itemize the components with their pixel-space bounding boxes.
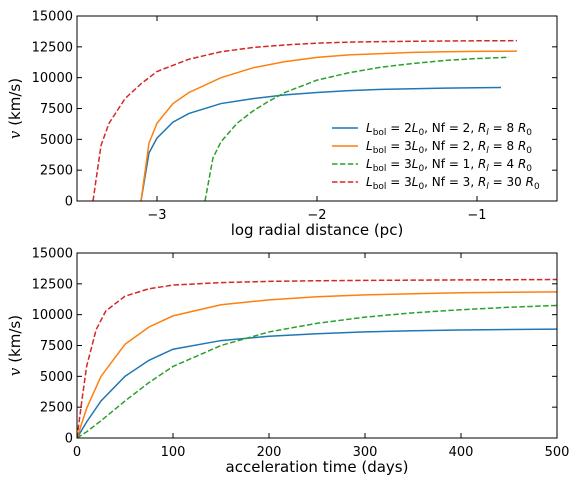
top-panel: −3 −2 −1 0 2500 5000 7500 10000 12500 15000 log ra…	[6, 10, 558, 239]
series-line-1	[77, 328, 557, 438]
y-tick-label: 10000	[32, 71, 73, 86]
bottom-panel: 0 100 200 300 400 500025005000750010000125001…	[6, 247, 569, 477]
x-tick-label: 500	[545, 445, 570, 460]
y-tick-label: 2500	[40, 401, 73, 416]
x-tick-label: −2	[307, 208, 326, 223]
series-line-4	[92, 39, 518, 201]
y-tick-label: 5000	[40, 133, 73, 148]
legend-entry-4: Lbol = 3L0, Nf = 3, Rl = 30 R0	[366, 175, 540, 192]
x-axis-label: log radial distance (pc)	[231, 221, 404, 239]
y-axis-label: v (km/s)	[6, 315, 24, 376]
x-tick-label: −1	[467, 208, 486, 223]
y-axis-label: v (km/s)	[6, 78, 24, 139]
series-line-3	[204, 56, 510, 201]
y-tick-label: 7500	[40, 102, 73, 117]
legend-entry-2: Lbol = 3L0, Nf = 2, Rl = 8 R0	[366, 139, 532, 156]
x-tick-label: 100	[161, 445, 186, 460]
series-line-4	[77, 278, 557, 438]
x-tick-label: −3	[147, 208, 166, 223]
x-tick-label: 400	[449, 445, 474, 460]
series-line-2	[77, 291, 557, 438]
plot-area	[77, 278, 557, 438]
y-tick-label: 12500	[32, 277, 73, 292]
y-tick-label: 0	[65, 195, 73, 210]
y-tick-label: 5000	[40, 370, 73, 385]
series-line-2	[140, 50, 518, 201]
axes-frame	[76, 15, 558, 202]
y-tick-label: 12500	[32, 40, 73, 55]
x-tick-label: 300	[353, 445, 378, 460]
series-line-3	[77, 304, 557, 438]
x-tick-label: 200	[257, 445, 282, 460]
y-tick-label: 2500	[40, 164, 73, 179]
y-tick-label: 15000	[32, 10, 73, 25]
legend-entry-3: Lbol = 3L0, Nf = 1, Rl = 4 R0	[366, 157, 532, 174]
x-tick-label: 0	[73, 445, 81, 460]
plot-area	[92, 39, 518, 201]
y-tick-label: 15000	[32, 247, 73, 262]
y-tick-label: 7500	[40, 339, 73, 354]
x-axis-label: acceleration time (days)	[226, 458, 409, 476]
y-tick-label: 0	[65, 432, 73, 447]
series-line-1	[140, 86, 502, 201]
legend-entry-1: Lbol = 2L0, Nf = 2, Rl = 8 R0	[366, 121, 532, 138]
y-tick-label: 10000	[32, 308, 73, 323]
